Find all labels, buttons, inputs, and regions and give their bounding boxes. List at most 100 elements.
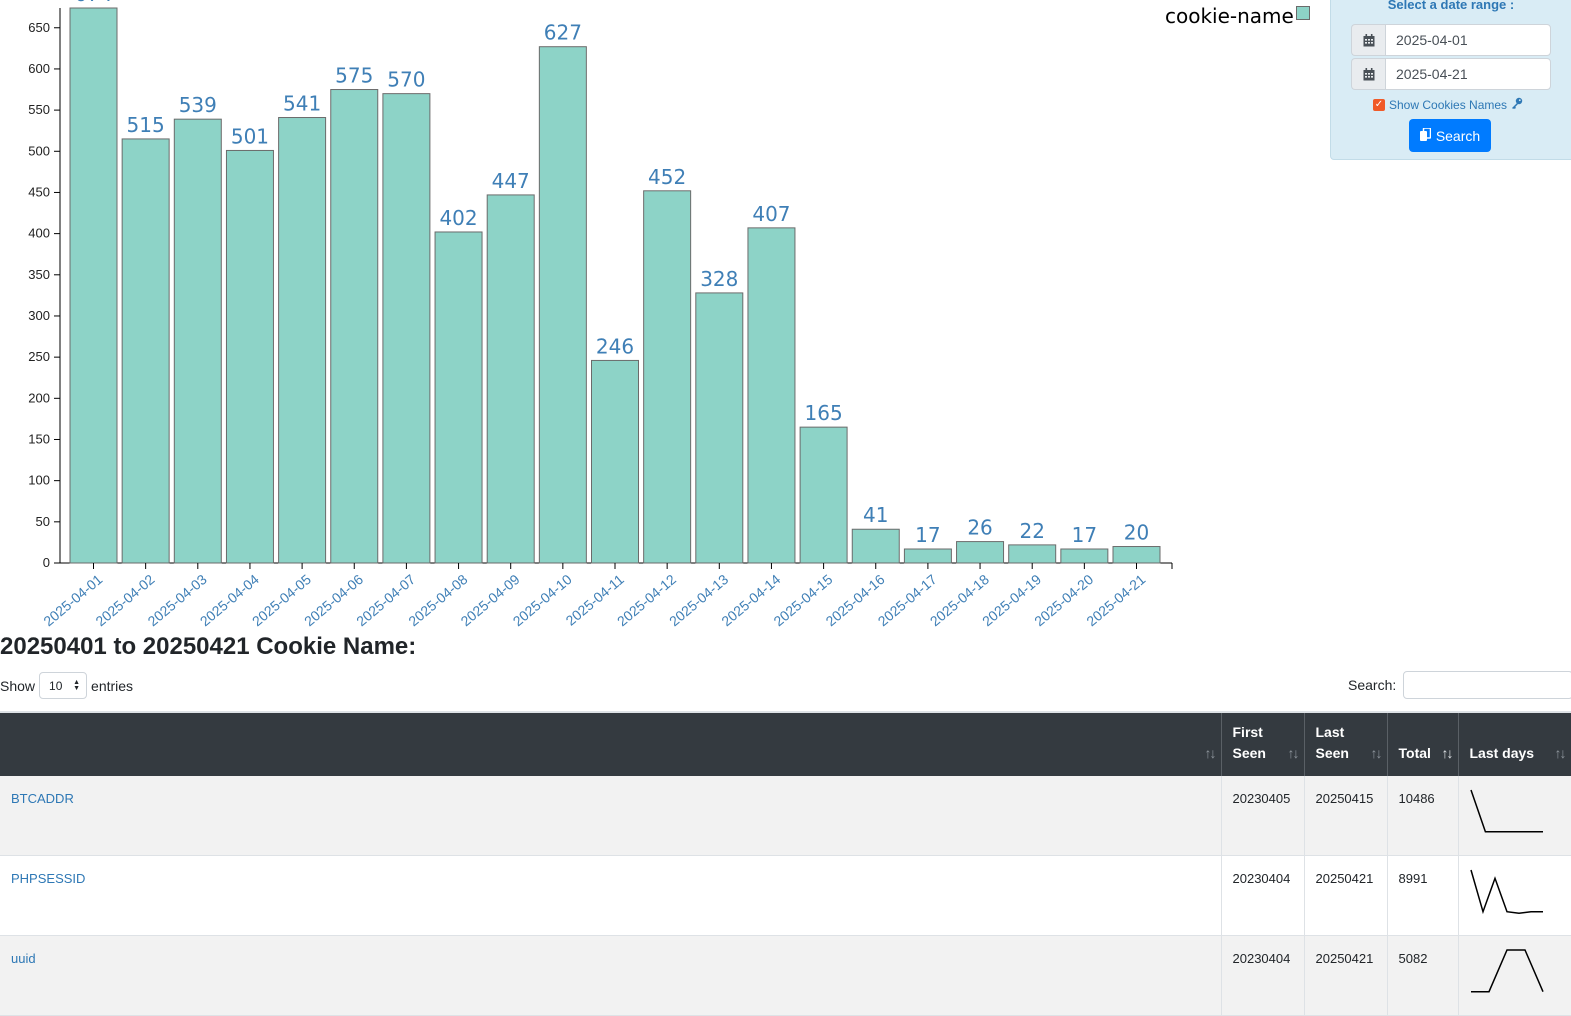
table-search-control: Search: bbox=[1348, 671, 1571, 699]
total-cell: 5082 bbox=[1387, 935, 1459, 1016]
y-tick-label: 0 bbox=[43, 555, 50, 570]
first-seen-cell: 20230405 bbox=[1221, 776, 1305, 856]
last-seen-cell: 20250421 bbox=[1304, 855, 1388, 936]
cookie-name-cell: uuid bbox=[0, 935, 1222, 1016]
cookie-name-link[interactable]: PHPSESSID bbox=[11, 871, 86, 886]
bar-value-label: 515 bbox=[127, 113, 165, 137]
bar bbox=[69, 7, 118, 564]
entries-length-control: Show 10 ▲ ▼ entries bbox=[0, 672, 133, 699]
sparkline-cell bbox=[1458, 935, 1571, 1016]
bar-chart: 0 50 100 150 200 250 300 350 400 450 500 550 600 650 6… bbox=[28, 0, 1173, 629]
bar-value-label: 407 bbox=[752, 202, 790, 226]
bar-value-label: 452 bbox=[648, 165, 686, 189]
bar-value-label: 539 bbox=[179, 93, 217, 117]
legend-label: cookie-name bbox=[1165, 4, 1294, 28]
end-date-input[interactable]: 2025-04-21 bbox=[1385, 58, 1551, 90]
bar bbox=[1060, 548, 1109, 564]
key-icon bbox=[1511, 97, 1523, 112]
table-row: uuid 20230404 20250421 5082 bbox=[0, 935, 1571, 1016]
sort-icon: ↑↓ bbox=[1287, 745, 1300, 761]
sparkline bbox=[1469, 869, 1543, 915]
copy-icon bbox=[1419, 126, 1432, 144]
table-header-row: ↑↓ First Seen ↑↓ Last Seen ↑↓ Total ↑↓ Last… bbox=[0, 711, 1571, 776]
bar-value-label: 26 bbox=[967, 516, 992, 540]
calendar-icon[interactable] bbox=[1351, 58, 1385, 90]
y-tick-label: 200 bbox=[28, 390, 50, 405]
bar bbox=[591, 359, 639, 564]
bar-value-label: 22 bbox=[1019, 519, 1044, 543]
y-tick-label: 500 bbox=[28, 143, 50, 158]
first-seen-cell: 20230404 bbox=[1221, 855, 1305, 936]
column-header-first-seen[interactable]: First Seen ↑↓ bbox=[1221, 711, 1305, 776]
end-date-group: 2025-04-21 bbox=[1351, 58, 1551, 90]
legend-swatch bbox=[1295, 6, 1310, 20]
cookie-table: ↑↓ First Seen ↑↓ Last Seen ↑↓ Total ↑↓ Last… bbox=[0, 711, 1571, 1016]
y-tick-label: 650 bbox=[28, 20, 50, 35]
table-search-input[interactable] bbox=[1403, 671, 1571, 699]
last-seen-cell: 20250415 bbox=[1304, 776, 1388, 856]
y-tick-label: 150 bbox=[28, 431, 50, 446]
sparkline-cell bbox=[1458, 776, 1571, 856]
show-names-label: Show Cookies Names bbox=[1389, 97, 1508, 112]
bar-value-label: 165 bbox=[805, 401, 843, 425]
sparkline-path bbox=[1469, 869, 1543, 915]
search-button-label: Search bbox=[1435, 127, 1481, 144]
bar-value-label: 575 bbox=[335, 64, 373, 88]
select-arrows-icon: ▲ ▼ bbox=[73, 678, 81, 692]
bar bbox=[956, 541, 1005, 564]
search-label: Search: bbox=[1348, 677, 1397, 693]
date-range-title: Select a date range : bbox=[1387, 0, 1515, 12]
search-button[interactable]: Search bbox=[1409, 119, 1491, 152]
sparkline bbox=[1470, 949, 1544, 993]
y-tick-label: 350 bbox=[28, 267, 50, 282]
start-date-input[interactable]: 2025-04-01 bbox=[1385, 24, 1551, 56]
y-tick-label: 600 bbox=[28, 61, 50, 76]
sort-icon: ↑↓ bbox=[1204, 745, 1217, 761]
entries-select[interactable]: 10 ▲ ▼ bbox=[39, 672, 88, 699]
sort-desc-icon: ↑↓ bbox=[1441, 745, 1454, 761]
sparkline-cell bbox=[1458, 855, 1571, 936]
calendar-icon[interactable] bbox=[1351, 24, 1385, 56]
bar-value-label: 41 bbox=[863, 503, 888, 527]
bar bbox=[695, 292, 744, 564]
bar bbox=[747, 227, 796, 564]
y-tick-label: 50 bbox=[36, 514, 50, 529]
bar-value-label: 246 bbox=[596, 334, 634, 358]
y-tick-label: 550 bbox=[28, 102, 50, 117]
bar bbox=[1112, 546, 1161, 564]
cookie-name-link[interactable]: BTCADDR bbox=[11, 791, 74, 806]
bar-value-label: 328 bbox=[700, 267, 738, 291]
sparkline-path bbox=[1470, 949, 1544, 993]
page-title: 20250401 to 20250421 Cookie Name: bbox=[0, 633, 417, 660]
bar bbox=[1008, 544, 1057, 564]
bar bbox=[486, 194, 535, 564]
cookie-name-link[interactable]: uuid bbox=[11, 951, 36, 966]
table-row: PHPSESSID 20230404 20250421 8991 bbox=[0, 855, 1571, 936]
cookie-name-cell: BTCADDR bbox=[0, 776, 1222, 856]
sort-icon: ↑↓ bbox=[1370, 745, 1383, 761]
y-tick-label: 100 bbox=[28, 473, 50, 488]
column-header-last-days[interactable]: Last days ↑↓ bbox=[1458, 711, 1571, 776]
column-header-last-seen[interactable]: Last Seen ↑↓ bbox=[1304, 711, 1388, 776]
chart-legend: cookie-name bbox=[1165, 4, 1310, 28]
bar-value-label: 17 bbox=[915, 523, 940, 547]
total-cell: 8991 bbox=[1387, 855, 1459, 936]
last-seen-cell: 20250421 bbox=[1304, 935, 1388, 1016]
column-header-name[interactable]: ↑↓ bbox=[0, 711, 1222, 776]
bar-value-label: 447 bbox=[492, 169, 530, 193]
show-names-checkbox[interactable]: ✓ bbox=[1373, 98, 1385, 111]
show-names-toggle[interactable]: ✓ Show Cookies Names bbox=[1373, 97, 1523, 112]
bar bbox=[434, 231, 483, 564]
bar-value-label: 570 bbox=[387, 68, 425, 92]
first-seen-cell: 20230404 bbox=[1221, 935, 1305, 1016]
bar bbox=[225, 149, 274, 564]
bar-value-label: 627 bbox=[544, 21, 582, 45]
bar bbox=[278, 117, 327, 564]
bar bbox=[330, 89, 379, 564]
entries-label: entries bbox=[91, 677, 134, 694]
bar bbox=[121, 138, 170, 564]
sort-icon: ↑↓ bbox=[1554, 745, 1567, 761]
bar bbox=[382, 93, 431, 564]
bar bbox=[173, 118, 222, 564]
column-header-total[interactable]: Total ↑↓ bbox=[1387, 711, 1459, 776]
